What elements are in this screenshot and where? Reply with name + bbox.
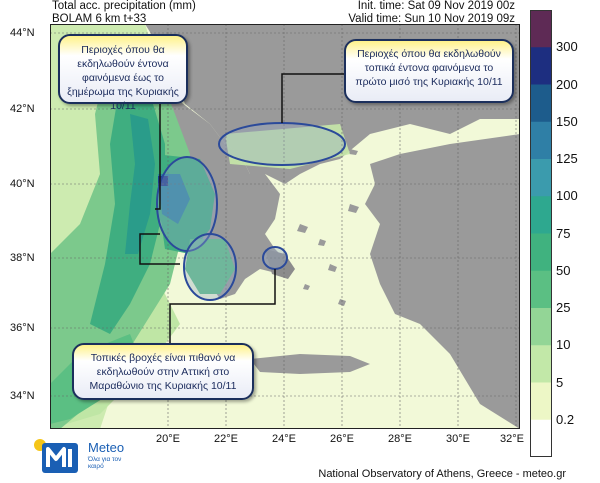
- precip-epirus-core: [158, 174, 190, 224]
- lat-label-44: 44°N: [10, 27, 35, 39]
- colorbar-label: 5: [556, 374, 564, 390]
- land-turkey: [365, 134, 520, 429]
- precip-north-aegean: [225, 124, 350, 169]
- lon-label-24: 24°E: [272, 433, 296, 445]
- colorbar-label: 100: [556, 188, 578, 204]
- lon-label-26: 26°E: [330, 433, 354, 445]
- colorbar-swatch: [530, 308, 552, 346]
- lat-label-34: 34°N: [10, 390, 35, 402]
- highlight-ellipse-attica: [262, 246, 288, 270]
- highlight-ellipse-north-aegean: [218, 122, 346, 166]
- colorbar-label: 10: [556, 337, 571, 353]
- callout-northeast: Περιοχές όπου θα εκδηλωθούν τοπικά έντον…: [344, 39, 514, 103]
- valid-time: Valid time: Sun 10 Nov 2019 09z: [348, 13, 515, 25]
- colorbar-swatch: [530, 419, 552, 457]
- leader-lines: [139, 73, 345, 344]
- header-left: Total acc. precipitation (mm) BOLAM 6 km…: [52, 0, 196, 26]
- precip-west-core: [125, 114, 155, 254]
- highlight-ellipse-peloponnese: [183, 233, 237, 301]
- lon-label-22: 22°E: [214, 433, 238, 445]
- callout-south: Τοπικές βροχές είναι πιθανό να εκδηλωθού…: [72, 343, 254, 400]
- lat-label-38: 38°N: [10, 252, 35, 264]
- land-attica: [265, 249, 295, 279]
- colorbar-swatch: [530, 159, 552, 197]
- colorbar-swatch: [530, 345, 552, 383]
- lon-label-20: 20°E: [156, 433, 180, 445]
- lat-label-40: 40°N: [10, 178, 35, 190]
- colorbar-label: 125: [556, 151, 578, 166]
- colorbar-swatch: [530, 270, 552, 309]
- init-time: Init. time: Sat 09 Nov 2019 00z: [357, 0, 515, 12]
- lon-label-30: 30°E: [446, 433, 470, 445]
- precip-colorbar: [530, 10, 552, 457]
- colorbar-swatch: [530, 382, 552, 421]
- meteo-logo: [34, 439, 78, 473]
- lon-label-28: 28°E: [388, 433, 412, 445]
- lon-label-32: 32°E: [500, 433, 524, 445]
- colorbar-swatch: [530, 10, 552, 48]
- lat-label-42: 42°N: [10, 103, 35, 115]
- colorbar-label: 25: [556, 300, 571, 315]
- colorbar-swatch: [530, 84, 552, 123]
- logo-word: Meteo: [88, 440, 125, 455]
- model-run: BOLAM 6 km t+33: [52, 13, 147, 25]
- colorbar-label: 300: [556, 39, 578, 55]
- lat-label-36: 36°N: [10, 322, 35, 334]
- logo-tagline: Όλα για τον καιρό: [88, 456, 122, 470]
- colorbar-label: 0.2: [556, 411, 575, 427]
- colorbar-swatch: [530, 233, 552, 272]
- land-crete: [250, 354, 370, 374]
- colorbar-frame: [530, 10, 552, 457]
- colorbar-swatch: [530, 47, 552, 85]
- credit-line: National Observatory of Athens, Greece -…: [318, 468, 566, 480]
- colorbar-label: 150: [556, 113, 578, 129]
- header-right: Init. time: Sat 09 Nov 2019 00z Valid ti…: [348, 0, 515, 26]
- colorbar-label: 200: [556, 76, 578, 92]
- colorbar-label: 75: [556, 225, 571, 241]
- product-title: Total acc. precipitation (mm): [52, 0, 196, 12]
- callout-northwest: Περιοχές όπου θα εκδηλωθούν έντονα φαινό…: [58, 34, 188, 112]
- colorbar-swatch: [530, 196, 552, 234]
- colorbar-swatch: [530, 121, 552, 160]
- precip-peloponnese: [185, 239, 235, 294]
- colorbar-label: 50: [556, 262, 571, 278]
